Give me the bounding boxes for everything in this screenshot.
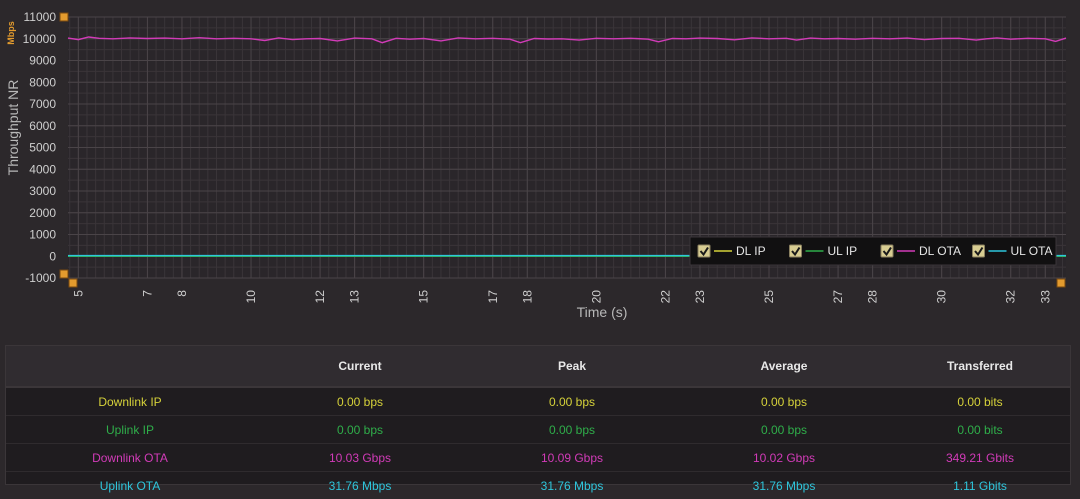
x-axis-title: Time (s) (577, 304, 628, 320)
x-tick-label: 20 (589, 290, 603, 304)
stats-header-row: Current Peak Average Transferred (6, 346, 1070, 387)
throughput-stats-panel: Current Peak Average Transferred Downlin… (5, 345, 1071, 485)
stats-current-value: 31.76 Mbps (254, 472, 466, 499)
x-tick-label: 7 (140, 290, 154, 297)
x-tick-label: 30 (935, 290, 949, 304)
table-row: Uplink OTA 31.76 Mbps 31.76 Mbps 31.76 M… (6, 472, 1070, 499)
stats-header-average: Average (678, 346, 890, 387)
stats-header-peak: Peak (466, 346, 678, 387)
stats-current-value: 0.00 bps (254, 387, 466, 416)
y-tick-label: 11000 (24, 10, 57, 24)
y-tick-label: 1000 (29, 228, 56, 242)
x-tick-label: 28 (866, 290, 880, 304)
throughput-chart: -1000 0 1000 2000 3000 4000 5000 6000 7000 8000 90… (0, 0, 1080, 330)
stats-header-current: Current (254, 346, 466, 387)
x-tick-label: 5 (71, 290, 85, 297)
y-tick-label: 8000 (29, 75, 56, 89)
stats-average-value: 0.00 bps (678, 387, 890, 416)
y-tick-label: 2000 (29, 206, 56, 220)
range-handle-x-left (69, 279, 77, 287)
y-tick-label: 0 (49, 249, 56, 263)
table-row: Uplink IP 0.00 bps 0.00 bps 0.00 bps 0.0… (6, 416, 1070, 444)
x-tick-label: 27 (831, 290, 845, 304)
legend-label: UL IP (828, 244, 858, 258)
x-tick-label: 18 (520, 290, 534, 304)
stats-peak-value: 31.76 Mbps (466, 472, 678, 499)
x-tick-label: 12 (313, 290, 327, 304)
stats-row-name: Uplink IP (6, 416, 254, 444)
legend-label: UL OTA (1011, 244, 1053, 258)
x-tick-label: 17 (486, 290, 500, 304)
throughput-stats-table: Current Peak Average Transferred Downlin… (6, 346, 1070, 499)
y-tick-label: 10000 (23, 32, 57, 46)
x-tick-label: 22 (658, 290, 672, 304)
stats-transferred-value: 349.21 Gbits (890, 444, 1070, 472)
stats-peak-value: 0.00 bps (466, 416, 678, 444)
stats-peak-value: 10.09 Gbps (466, 444, 678, 472)
stats-row-name: Downlink IP (6, 387, 254, 416)
stats-peak-value: 0.00 bps (466, 387, 678, 416)
stats-average-value: 31.76 Mbps (678, 472, 890, 499)
x-tick-label: 10 (244, 290, 258, 304)
x-tick-label: 25 (762, 290, 776, 304)
range-handle-x-right (1057, 279, 1065, 287)
stats-average-value: 10.02 Gbps (678, 444, 890, 472)
table-row: Downlink OTA 10.03 Gbps 10.09 Gbps 10.02… (6, 444, 1070, 472)
y-tick-label: 6000 (29, 119, 56, 133)
y-axis-unit: Mbps (6, 21, 16, 45)
stats-header-transferred: Transferred (890, 346, 1070, 387)
stats-transferred-value: 0.00 bits (890, 387, 1070, 416)
x-tick-label: 23 (693, 290, 707, 304)
legend-label: DL IP (736, 244, 766, 258)
stats-current-value: 10.03 Gbps (254, 444, 466, 472)
x-tick-label: 32 (1004, 290, 1018, 304)
y-axis-title: Throughput NR (5, 80, 21, 176)
y-tick-label: 7000 (29, 97, 56, 111)
stats-row-name: Uplink OTA (6, 472, 254, 499)
y-tick-label: -1000 (25, 271, 56, 285)
stats-row-name: Downlink OTA (6, 444, 254, 472)
stats-current-value: 0.00 bps (254, 416, 466, 444)
y-tick-label: 3000 (29, 184, 56, 198)
y-tick-label: 9000 (29, 54, 56, 68)
table-row: Downlink IP 0.00 bps 0.00 bps 0.00 bps 0… (6, 387, 1070, 416)
range-handle-y-top (60, 13, 68, 21)
stats-transferred-value: 1.11 Gbits (890, 472, 1070, 499)
stats-average-value: 0.00 bps (678, 416, 890, 444)
x-tick-label: 33 (1038, 290, 1052, 304)
stats-header-name (6, 346, 254, 387)
stats-transferred-value: 0.00 bits (890, 416, 1070, 444)
legend-label: DL OTA (919, 244, 961, 258)
x-tick-label: 8 (175, 290, 189, 297)
x-tick-label: 15 (417, 290, 431, 304)
y-tick-label: 4000 (29, 162, 56, 176)
throughput-chart-svg: -1000 0 1000 2000 3000 4000 5000 6000 7000 8000 90… (0, 0, 1080, 330)
x-tick-label: 13 (348, 290, 362, 304)
y-tick-label: 5000 (29, 141, 56, 155)
range-handle-y-bottom (60, 270, 68, 278)
